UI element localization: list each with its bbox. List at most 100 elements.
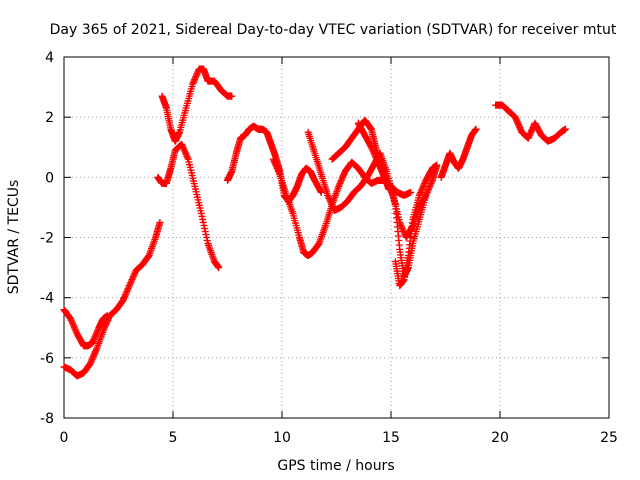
- data-point-marker: [373, 155, 381, 163]
- data-point-marker: [91, 349, 99, 357]
- data-point-marker: [178, 140, 186, 148]
- data-point-marker: [215, 264, 223, 272]
- data-point-marker: [131, 270, 139, 278]
- data-point-marker: [126, 280, 134, 288]
- data-point-marker: [91, 333, 99, 341]
- data-point-marker: [472, 125, 480, 133]
- data-point-marker: [326, 197, 334, 205]
- data-point-marker: [179, 143, 187, 151]
- data-point-marker: [524, 134, 532, 142]
- data-series: [158, 65, 236, 145]
- data-series: [354, 119, 393, 193]
- data-point-marker: [203, 234, 211, 241]
- data-point-marker: [90, 334, 98, 342]
- data-point-marker: [120, 295, 128, 303]
- data-point-marker: [514, 119, 522, 127]
- data-point-marker: [526, 130, 534, 138]
- data-point-marker: [379, 170, 387, 178]
- axis-ticks: 0 5 10 15 20 25 -8 -6 -4 -2 0 2 4: [40, 50, 618, 446]
- data-point-marker: [420, 181, 428, 189]
- data-point-marker: [374, 158, 382, 166]
- data-point-marker: [273, 163, 281, 171]
- data-point-marker: [89, 354, 97, 362]
- data-point-marker: [121, 292, 129, 300]
- data-point-marker: [130, 271, 138, 279]
- data-point-marker: [102, 321, 110, 329]
- data-point-marker: [398, 224, 406, 232]
- data-point-marker: [70, 322, 78, 330]
- data-point-marker: [275, 169, 283, 177]
- data-point-marker: [123, 286, 131, 294]
- data-point-marker: [417, 188, 425, 196]
- data-point-marker: [275, 167, 283, 175]
- data-point-marker: [419, 182, 427, 190]
- data-point-marker: [91, 348, 99, 356]
- data-point-marker: [340, 170, 348, 178]
- data-point-marker: [273, 164, 281, 172]
- data-point-marker: [125, 282, 133, 290]
- data-point-marker: [317, 188, 325, 196]
- x-tick-label: 15: [382, 430, 400, 446]
- data-point-marker: [375, 160, 383, 168]
- y-tick-label: -6: [40, 351, 54, 367]
- data-series: [154, 140, 223, 272]
- data-point-marker: [88, 339, 96, 347]
- data-series: [224, 122, 325, 205]
- data-point-marker: [69, 321, 77, 329]
- data-point-marker: [88, 355, 96, 363]
- data-point-marker: [103, 319, 111, 327]
- data-point-marker: [90, 351, 98, 359]
- data-point-marker: [525, 133, 533, 141]
- data-point-marker: [103, 318, 111, 326]
- data-point-marker: [274, 166, 282, 174]
- data-point-marker: [120, 294, 128, 302]
- data-point-marker: [527, 128, 535, 136]
- data-point-marker: [317, 187, 325, 195]
- data-point-marker: [181, 148, 189, 156]
- data-point-marker: [513, 118, 521, 126]
- data-point-marker: [129, 274, 137, 282]
- data-point-marker: [182, 149, 190, 157]
- data-point-marker: [156, 218, 164, 226]
- data-point-marker: [528, 127, 536, 135]
- data-point-marker: [328, 202, 336, 210]
- data-point-marker: [328, 200, 336, 208]
- data-point-marker: [70, 324, 78, 332]
- data-point-marker: [421, 179, 429, 187]
- data-point-marker: [180, 145, 188, 153]
- data-point-marker: [121, 291, 129, 299]
- data-point-marker: [417, 187, 425, 195]
- x-axis-label: GPS time / hours: [277, 458, 394, 474]
- data-point-marker: [183, 152, 191, 160]
- data-series: [391, 161, 441, 290]
- data-point-marker: [426, 181, 434, 189]
- data-point-marker: [87, 358, 95, 366]
- data-point-marker: [104, 315, 112, 323]
- y-tick-label: 4: [45, 50, 54, 66]
- y-tick-label: -8: [40, 411, 54, 427]
- data-point-marker: [415, 191, 423, 199]
- data-series: [60, 218, 164, 380]
- data-point-marker: [399, 226, 407, 234]
- data-series: [492, 101, 569, 145]
- data-point-marker: [512, 115, 520, 123]
- data-point-marker: [228, 92, 236, 100]
- data-point-marker: [100, 325, 108, 333]
- data-point-marker: [182, 151, 190, 159]
- data-point-marker: [375, 161, 383, 169]
- data-point-marker: [325, 194, 333, 202]
- data-point-marker: [416, 190, 424, 198]
- data-point-marker: [428, 178, 436, 186]
- data-point-marker: [71, 325, 79, 333]
- data-point-marker: [68, 318, 76, 326]
- data-point-marker: [104, 316, 112, 324]
- data-point-marker: [419, 184, 427, 192]
- data-point-marker: [67, 315, 75, 323]
- data-point-marker: [89, 352, 97, 360]
- data-point-marker: [516, 125, 524, 133]
- data-point-marker: [335, 181, 343, 189]
- data-point-marker: [369, 148, 377, 156]
- data-point-marker: [378, 169, 386, 177]
- data-point-marker: [193, 71, 201, 79]
- data-point-marker: [272, 161, 280, 169]
